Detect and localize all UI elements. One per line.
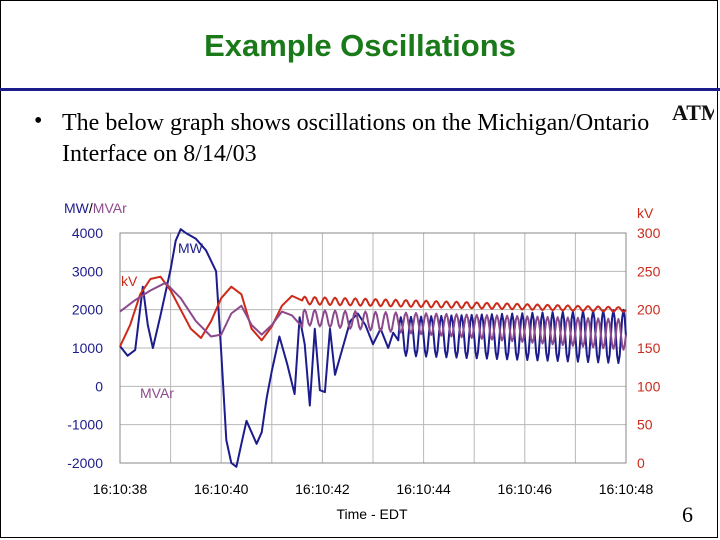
x-axis-label: Time - EDT bbox=[336, 506, 407, 522]
x-tick-label: 16:10:38 bbox=[93, 481, 148, 497]
y-right-tick-label: 250 bbox=[637, 263, 661, 279]
x-tick-label: 16:10:46 bbox=[498, 481, 553, 497]
y-right-tick-label: 200 bbox=[637, 302, 661, 318]
y-left-tick-label: 0 bbox=[95, 378, 103, 394]
atm-logo-icon: ATM bbox=[672, 100, 714, 125]
x-tick-label: 16:10:48 bbox=[599, 481, 654, 497]
series-label-mvar: MVAr bbox=[140, 385, 174, 401]
title-rule bbox=[0, 88, 720, 91]
x-tick-label: 16:10:42 bbox=[295, 481, 350, 497]
series-label-kv: kV bbox=[121, 273, 138, 289]
y-left-tick-label: 4000 bbox=[72, 225, 103, 241]
bullet-text: The below graph shows oscillations on th… bbox=[62, 110, 650, 167]
y-left-tick-label: 2000 bbox=[72, 302, 103, 318]
y-left-tick-label: -1000 bbox=[67, 417, 103, 433]
series-line-mw bbox=[119, 228, 627, 468]
series-line-kv bbox=[119, 275, 627, 347]
slide-title: Example Oscillations bbox=[204, 28, 516, 63]
series-label-mw: MW bbox=[178, 240, 204, 256]
y-right-tick-label: 0 bbox=[637, 455, 645, 471]
y-left-tick-label: 3000 bbox=[72, 263, 103, 279]
y-right-axis-label: kV bbox=[637, 205, 654, 221]
y-right-tick-label: 50 bbox=[637, 417, 653, 433]
page-number: 6 bbox=[682, 502, 693, 527]
y-left-axis-label: MW/MVAr bbox=[64, 200, 127, 216]
series-line-mvar bbox=[119, 281, 627, 351]
x-tick-label: 16:10:44 bbox=[396, 481, 451, 497]
svg-text:ATM: ATM bbox=[672, 100, 714, 125]
plot-border bbox=[119, 232, 627, 464]
y-right-tick-label: 300 bbox=[637, 225, 661, 241]
y-left-tick-label: -2000 bbox=[67, 455, 103, 471]
y-left-tick-label: 1000 bbox=[72, 340, 103, 356]
x-tick-label: 16:10:40 bbox=[194, 481, 249, 497]
bullet-dot-icon: • bbox=[34, 108, 43, 134]
y-right-tick-label: 100 bbox=[637, 378, 661, 394]
y-right-tick-label: 150 bbox=[637, 340, 661, 356]
